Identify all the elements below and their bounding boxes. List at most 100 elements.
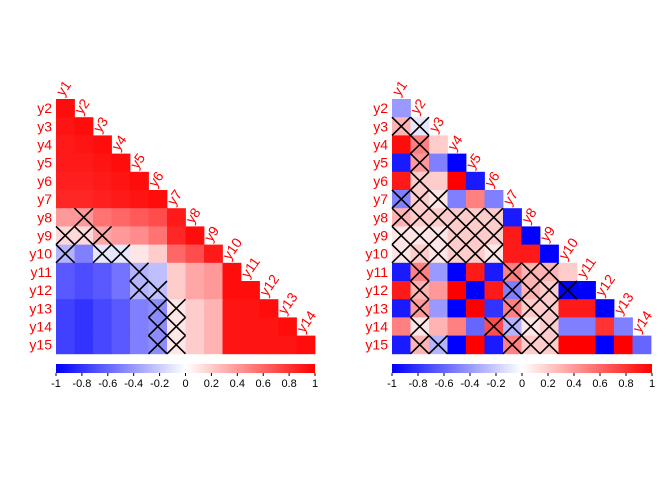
insignificant-cross-mark: [409, 189, 430, 209]
insignificant-cross-mark: [73, 225, 94, 246]
insignificant-cross-mark: [483, 244, 504, 264]
heatmap-cell: [466, 317, 485, 336]
colorbar-tick-label: -0.6: [435, 378, 454, 390]
heatmap-cell: [429, 317, 448, 336]
row-label: y12: [365, 282, 388, 298]
row-label: y14: [365, 319, 388, 335]
heatmap-cell: [130, 190, 149, 209]
heatmap-cell: [93, 262, 112, 282]
heatmap-cell: [503, 226, 522, 245]
row-label: y13: [29, 300, 52, 316]
heatmap-cell: [93, 171, 112, 191]
insignificant-cross-mark: [409, 116, 430, 136]
column-label: y1: [389, 77, 411, 98]
insignificant-cross-mark: [428, 189, 449, 209]
insignificant-cross-mark: [539, 335, 560, 355]
heatmap-cell: [222, 317, 242, 336]
insignificant-cross-mark: [428, 335, 449, 355]
heatmap-cell: [74, 171, 94, 191]
heatmap-cell: [74, 281, 94, 300]
column-label: y10: [219, 235, 245, 263]
insignificant-cross-mark: [55, 225, 76, 246]
row-label: y9: [37, 228, 52, 244]
insignificant-cross-mark: [129, 280, 150, 300]
heatmap-cell: [148, 208, 168, 227]
row-label: y14: [29, 319, 52, 335]
heatmap-cell: [148, 190, 168, 209]
insignificant-cross-mark: [129, 262, 150, 282]
insignificant-cross-mark: [483, 207, 504, 227]
heatmap-cell: [429, 299, 448, 318]
heatmap-cell: [111, 171, 131, 191]
insignificant-cross-mark: [520, 335, 541, 355]
heatmap-cell: [204, 281, 223, 300]
heatmap-cell: [74, 135, 94, 154]
row-label: y15: [29, 337, 52, 353]
heatmap-cell: [148, 262, 168, 282]
heatmap-cell: [447, 335, 467, 355]
heatmap-cell: [278, 335, 297, 355]
insignificant-cross-mark: [391, 189, 412, 209]
heatmap-cell: [56, 335, 75, 355]
heatmap-cell: [185, 299, 205, 318]
heatmap-cell: [93, 208, 112, 227]
heatmap-cell: [558, 299, 578, 318]
row-label: y7: [37, 191, 52, 207]
heatmap-cell: [130, 299, 149, 318]
insignificant-cross-mark: [409, 225, 430, 246]
insignificant-cross-mark: [409, 153, 430, 173]
colorbar-tick-label: 0.8: [281, 378, 296, 390]
heatmap-cell: [185, 226, 205, 245]
heatmap-cell: [392, 281, 411, 300]
column-label: y12: [592, 271, 618, 299]
insignificant-cross-mark: [166, 335, 187, 355]
heatmap-cell: [56, 281, 75, 300]
insignificant-cross-mark: [446, 225, 467, 246]
insignificant-cross-mark: [110, 244, 131, 264]
column-label: y12: [256, 271, 282, 299]
insignificant-cross-mark: [539, 280, 560, 300]
heatmap-cell: [429, 135, 448, 154]
row-label: y11: [30, 264, 52, 280]
insignificant-cross-mark: [446, 207, 467, 227]
heatmap-cell: [56, 208, 75, 227]
insignificant-cross-mark: [55, 244, 76, 264]
heatmap-cell: [204, 299, 223, 318]
heatmap-cell: [74, 299, 94, 318]
heatmap-cell: [111, 281, 131, 300]
heatmap-cell: [222, 262, 242, 282]
heatmap-cell: [74, 117, 94, 136]
heatmap-cell: [484, 335, 504, 355]
heatmap-cell: [503, 244, 522, 264]
heatmap-cell: [392, 262, 411, 282]
heatmap-cell: [558, 262, 578, 282]
heatmap-panel-2: y2y3y4y5y6y7y8y9y10y11y12y13y14y15y1y2y3…: [365, 77, 655, 390]
heatmap-cell: [447, 299, 467, 318]
insignificant-cross-mark: [502, 335, 523, 355]
insignificant-cross-mark: [409, 207, 430, 227]
insignificant-cross-mark: [409, 316, 430, 337]
insignificant-cross-mark: [539, 262, 560, 282]
colorbar-tick-label: -0.8: [72, 378, 91, 390]
colorbar-tick-label: -0.2: [150, 378, 169, 390]
heatmap-cell: [241, 317, 260, 336]
colorbar-tick-label: -0.6: [98, 378, 117, 390]
heatmap-cell: [204, 244, 223, 264]
insignificant-cross-mark: [391, 116, 412, 136]
colorbar-tick-label: 1: [312, 378, 318, 390]
heatmap-cell: [130, 244, 149, 264]
heatmap-cell: [595, 317, 615, 336]
row-label: y4: [37, 137, 52, 153]
heatmap-cell: [595, 335, 615, 355]
colorbar-tick-label: 0.4: [566, 378, 581, 390]
heatmap-cell: [93, 317, 112, 336]
heatmap-cell: [185, 262, 205, 282]
row-label: y3: [373, 118, 388, 134]
insignificant-cross-mark: [502, 316, 523, 337]
row-label: y10: [29, 246, 52, 262]
colorbar-tick-label: -0.2: [487, 378, 506, 390]
heatmap-cell: [484, 262, 504, 282]
heatmap-cell: [56, 117, 75, 136]
insignificant-cross-mark: [147, 298, 168, 318]
heatmap-cell: [503, 208, 522, 227]
